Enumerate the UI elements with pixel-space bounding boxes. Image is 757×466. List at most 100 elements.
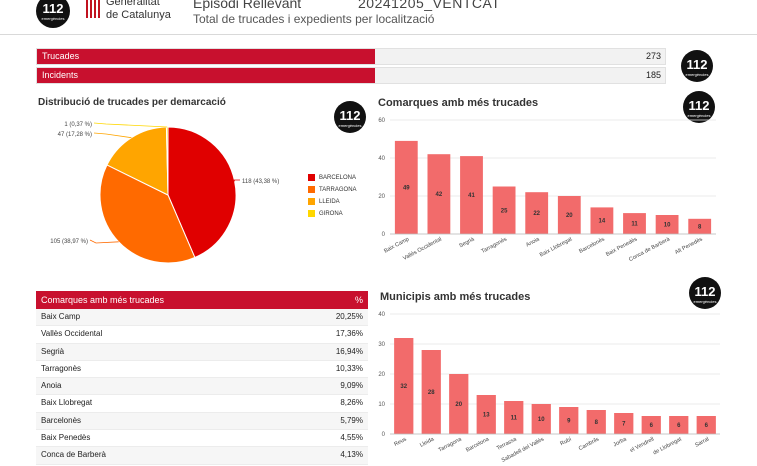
x-category-label: Baix Llobregat — [539, 236, 574, 258]
y-tick-label: 40 — [378, 312, 385, 318]
pie-data-label: 118 (43,38 %) — [242, 179, 279, 185]
x-category-label: Tarragona — [438, 436, 464, 454]
bar — [525, 192, 549, 234]
pie-chart: 118 (43,38 %) 105 (38,97 %) 47 (17,28 %) 1 … — [50, 122, 279, 264]
x-category-label: Tarragonès — [480, 236, 508, 255]
bar — [623, 213, 646, 234]
bar-value-label: 10 — [538, 417, 545, 423]
legend-label: GIRONA — [319, 211, 343, 217]
table-cell-comarca: Baix Llobregat — [41, 398, 93, 408]
table-cell-pct: 9,09% — [340, 381, 363, 391]
legend-label: TARRAGONA — [319, 187, 357, 193]
summary-label: Trucades — [37, 49, 375, 64]
table-row: Baix Penedès 4,55% — [36, 430, 368, 448]
generalitat-name: Generalitat de Catalunya — [106, 0, 171, 22]
table-cell-pct: 16,94% — [335, 346, 363, 356]
bar — [427, 154, 451, 234]
table-cell-comarca: Vallès Occidental — [41, 329, 103, 339]
bar-value-label: 22 — [533, 211, 540, 217]
badge-sub: emergències — [687, 113, 711, 118]
bar-value-label: 7 — [622, 422, 626, 428]
page-header: 112 emergències Generalitat de Catalunya… — [0, 0, 757, 35]
summary-value: 273 — [645, 51, 661, 61]
bar-value-label: 6 — [677, 423, 681, 429]
bar — [669, 416, 689, 434]
pie-data-label: 1 (0,37 %) — [64, 122, 92, 128]
x-category-label: Sarral — [694, 436, 710, 448]
gov-line2: de Catalunya — [106, 9, 171, 21]
bar — [394, 338, 414, 434]
x-category-label: Segrià — [458, 236, 476, 249]
bar-value-label: 32 — [400, 384, 407, 390]
badge-number: 112 — [688, 98, 710, 113]
x-category-label: de Llobregat — [652, 436, 683, 456]
summary-row-incidents: Incidents 185 — [36, 67, 666, 84]
municipis-chart-title: Municipis amb més trucades — [380, 291, 531, 303]
page-title: Episodi Rellevant — [193, 0, 302, 11]
bar-value-label: 10 — [664, 223, 671, 229]
bar — [586, 410, 606, 434]
bar-value-label: 8 — [698, 224, 702, 230]
table-cell-comarca: Barcelonès — [41, 415, 82, 425]
x-category-label: Baix Camp — [383, 236, 410, 254]
table-body: Baix Camp 20,25% Vallès Occidental 17,36% Se… — [36, 309, 368, 465]
legend-swatch — [308, 197, 315, 205]
episode-code: 20241205_VENTCAT — [358, 0, 501, 11]
table-row: Tarragonès 10,33% — [36, 361, 368, 379]
badge-number: 112 — [694, 284, 716, 299]
table-row: Barcelonès 5,79% — [36, 412, 368, 431]
gov-line1: Generalitat — [106, 0, 160, 8]
bar — [460, 156, 483, 234]
table-row: Baix Llobregat 8,26% — [36, 395, 368, 413]
x-category-label: Barcelona — [465, 436, 491, 454]
legend-swatch — [308, 185, 315, 193]
bar-value-label: 41 — [468, 193, 475, 199]
bar — [492, 186, 516, 234]
y-tick-label: 20 — [378, 194, 385, 200]
pie-leader-line — [89, 239, 119, 244]
legend-swatch — [308, 209, 315, 217]
bar-value-label: 8 — [595, 420, 599, 426]
generalitat-flag-icon — [86, 0, 100, 18]
legend-swatch — [308, 173, 315, 181]
bar-value-label: 49 — [403, 185, 410, 191]
bar — [641, 416, 661, 434]
112-badge-comarques: 112 emergències — [683, 91, 715, 123]
y-tick-label: 20 — [378, 372, 385, 378]
112-badge-summary: 112 emergències — [681, 50, 713, 82]
legend-label: LLEIDA — [319, 199, 340, 205]
table-header-pct: % — [354, 295, 363, 305]
bar — [688, 218, 712, 234]
table-cell-pct: 4,13% — [340, 450, 363, 460]
comarques-chart-title: Comarques amb més trucades — [378, 97, 539, 109]
summary-value: 185 — [645, 70, 661, 80]
table-row: Vallès Occidental 17,36% — [36, 326, 368, 344]
badge-sub: emergències — [693, 299, 717, 304]
bar-value-label: 20 — [455, 402, 462, 408]
x-category-label: Rubí — [559, 436, 573, 447]
pie-legend: BARCELONA TARRAGONA LLEIDA GIRONA — [308, 172, 357, 220]
y-tick-label: 30 — [378, 342, 385, 348]
municipis-bar-chart: 0 10 20 30 40 32 Reus 28 Lleida 20 Tarragona 13 Barc… — [378, 312, 720, 464]
x-category-label: Lleida — [419, 436, 436, 449]
legend-item: BARCELONA — [308, 172, 357, 184]
logo-number: 112 — [42, 1, 64, 16]
comarques-table: Comarques amb més trucades % Baix Camp 20… — [36, 291, 368, 465]
x-category-label: Cambrils — [578, 436, 600, 452]
table-row: Anoia 9,09% — [36, 378, 368, 396]
bar — [449, 374, 469, 434]
table-cell-comarca: Baix Camp — [41, 312, 81, 321]
table-cell-pct: 8,26% — [340, 398, 363, 408]
table-cell-pct: 5,79% — [340, 415, 363, 425]
bar-value-label: 6 — [705, 423, 709, 429]
bar-value-label: 13 — [483, 413, 490, 419]
x-category-label: Alt Penedès — [674, 236, 704, 256]
bar — [655, 215, 679, 234]
bar-value-label: 20 — [566, 213, 573, 219]
badge-number: 112 — [339, 108, 361, 123]
y-tick-label: 10 — [378, 402, 385, 408]
bar-value-label: 11 — [511, 416, 518, 422]
bar — [559, 407, 579, 434]
bar-value-label: 25 — [501, 208, 508, 214]
